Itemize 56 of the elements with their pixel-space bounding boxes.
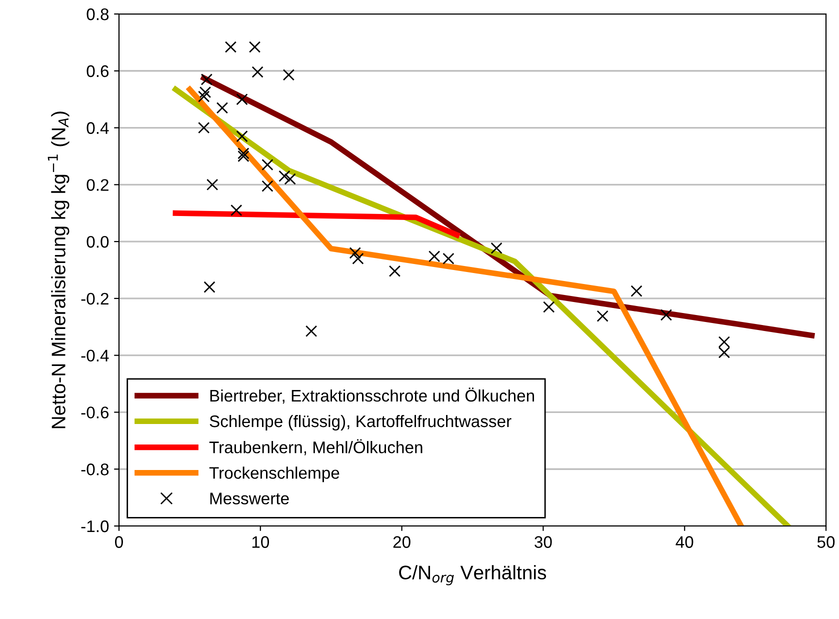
point xyxy=(252,66,264,78)
point xyxy=(388,265,401,277)
y-tick-label: -1.0 xyxy=(81,520,109,532)
x-axis-title: C/N$_{org}$ Verhältnis xyxy=(399,565,546,586)
y-tick-label: 0.2 xyxy=(86,179,108,191)
y-tick-label: -0.4 xyxy=(81,350,109,362)
point xyxy=(248,41,261,53)
point xyxy=(262,158,274,171)
x-tick-label: 50 xyxy=(817,536,835,548)
legend-label: Messwerte xyxy=(210,492,289,504)
point xyxy=(305,325,318,337)
point xyxy=(238,148,250,160)
point xyxy=(442,252,454,264)
point xyxy=(660,309,672,321)
point xyxy=(230,204,242,216)
point xyxy=(349,247,361,259)
point xyxy=(262,180,274,192)
x-tick-label: 40 xyxy=(676,536,694,548)
y-tick-label: -0.8 xyxy=(81,464,109,476)
point xyxy=(238,150,250,162)
point xyxy=(216,102,228,114)
y-tick-label: 0.4 xyxy=(86,122,109,134)
x-tick-label: 0 xyxy=(115,536,123,548)
point xyxy=(198,122,210,134)
point xyxy=(718,346,730,358)
point xyxy=(630,285,642,297)
legend-label: Trockenschlempe xyxy=(209,466,340,482)
point xyxy=(199,86,212,98)
legend-label: Traubenkern, Mehl/Ölkuchen xyxy=(209,439,422,456)
point xyxy=(204,281,216,293)
legend-label: Schlempe (flüssig), Kartoffelfruchtwasser xyxy=(210,414,512,431)
y-axis-title: Netto-N Mineralisierung kg kg$^{−1}$ (N$_{A}$) xyxy=(48,112,70,428)
point xyxy=(236,93,248,106)
x-tick-label: 30 xyxy=(534,536,552,548)
y-tick-label: 0.8 xyxy=(86,8,109,20)
point xyxy=(596,310,608,322)
point xyxy=(282,69,295,81)
y-tick-label: 0.6 xyxy=(86,65,109,78)
point xyxy=(284,173,296,185)
legend-label: Biertreber, Extraktionsschrote und Ölkuchen xyxy=(210,388,534,404)
point xyxy=(543,301,555,313)
point xyxy=(352,252,364,264)
y-tick-label: 0.0 xyxy=(86,236,109,248)
x-tick-label: 10 xyxy=(252,536,270,548)
point xyxy=(198,90,210,102)
point xyxy=(278,170,290,182)
point xyxy=(490,242,502,254)
point xyxy=(718,336,730,348)
point xyxy=(206,178,218,191)
y-tick-label: -0.2 xyxy=(81,292,108,305)
y-tick-label: -0.6 xyxy=(81,406,109,418)
point xyxy=(224,41,237,53)
x-tick-label: 20 xyxy=(393,536,410,548)
point xyxy=(428,250,440,262)
point xyxy=(200,74,213,86)
point xyxy=(236,130,248,142)
